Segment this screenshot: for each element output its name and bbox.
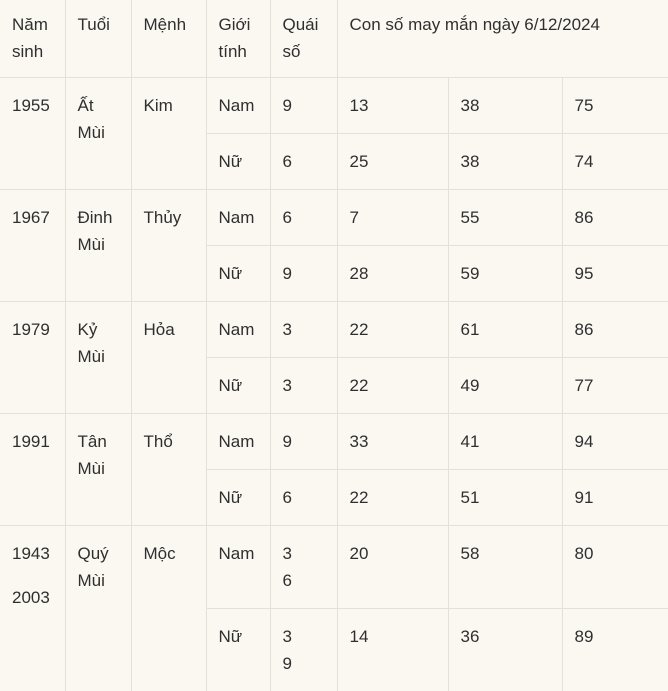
year-cell: 1967 xyxy=(0,190,65,302)
zodiac-cell: Tân Mùi xyxy=(65,414,131,526)
lucky-number-cell: 91 xyxy=(562,470,668,526)
gender-cell: Nữ xyxy=(206,609,270,691)
lucky-number-cell: 22 xyxy=(337,470,448,526)
gender-cell: Nữ xyxy=(206,134,270,190)
lucky-number-cell: 77 xyxy=(562,358,668,414)
gua-number-cell: 9 xyxy=(270,246,337,302)
element-cell: Kim xyxy=(131,78,206,190)
lucky-number-cell: 38 xyxy=(448,134,562,190)
element-cell: Thủy xyxy=(131,190,206,302)
lucky-number-cell: 22 xyxy=(337,302,448,358)
lucky-number-cell: 89 xyxy=(562,609,668,691)
lucky-number-cell: 25 xyxy=(337,134,448,190)
lucky-number-cell: 7 xyxy=(337,190,448,246)
lucky-number-cell: 28 xyxy=(337,246,448,302)
lucky-number-cell: 13 xyxy=(337,78,448,134)
lucky-number-cell: 38 xyxy=(448,78,562,134)
lucky-number-cell: 14 xyxy=(337,609,448,691)
col-header-gender: Giới tính xyxy=(206,0,270,78)
lucky-number-cell: 41 xyxy=(448,414,562,470)
element-cell: Mộc xyxy=(131,526,206,691)
zodiac-cell: Đinh Mùi xyxy=(65,190,131,302)
lucky-number-cell: 58 xyxy=(448,526,562,609)
element-cell: Hỏa xyxy=(131,302,206,414)
year-cell: 1979 xyxy=(0,302,65,414)
year-cell: 1991 xyxy=(0,414,65,526)
zodiac-cell: Quý Mùi xyxy=(65,526,131,691)
gender-cell: Nam xyxy=(206,302,270,358)
gender-cell: Nữ xyxy=(206,358,270,414)
lucky-number-cell: 80 xyxy=(562,526,668,609)
gua-number-cell: 3 xyxy=(270,302,337,358)
lucky-number-cell: 49 xyxy=(448,358,562,414)
col-header-lucky-numbers: Con số may mắn ngày 6/12/2024 xyxy=(337,0,668,78)
lucky-number-cell: 94 xyxy=(562,414,668,470)
lucky-number-cell: 75 xyxy=(562,78,668,134)
gua-number-cell: 3 xyxy=(270,358,337,414)
lucky-number-cell: 86 xyxy=(562,302,668,358)
col-header-element: Mệnh xyxy=(131,0,206,78)
lucky-number-cell: 33 xyxy=(337,414,448,470)
zodiac-cell: Ất Mùi xyxy=(65,78,131,190)
gua-number-cell: 9 xyxy=(270,78,337,134)
gender-cell: Nam xyxy=(206,190,270,246)
header-row: Năm sinh Tuổi Mệnh Giới tính Quái số Con… xyxy=(0,0,668,78)
table-header: Năm sinh Tuổi Mệnh Giới tính Quái số Con… xyxy=(0,0,668,78)
gender-cell: Nữ xyxy=(206,470,270,526)
col-header-zodiac: Tuổi xyxy=(65,0,131,78)
gua-number-cell: 9 xyxy=(270,414,337,470)
col-header-birth-year: Năm sinh xyxy=(0,0,65,78)
gua-number-cell: 6 xyxy=(270,134,337,190)
lucky-number-cell: 36 xyxy=(448,609,562,691)
col-header-gua-number: Quái số xyxy=(270,0,337,78)
lucky-number-cell: 86 xyxy=(562,190,668,246)
gua-number-cell: 6 xyxy=(270,470,337,526)
zodiac-cell: Kỷ Mùi xyxy=(65,302,131,414)
lucky-number-cell: 61 xyxy=(448,302,562,358)
gender-cell: Nữ xyxy=(206,246,270,302)
element-cell: Thổ xyxy=(131,414,206,526)
gender-cell: Nam xyxy=(206,414,270,470)
lucky-number-cell: 95 xyxy=(562,246,668,302)
year-cell: 1955 xyxy=(0,78,65,190)
lucky-number-cell: 59 xyxy=(448,246,562,302)
gua-number-cell: 6 xyxy=(270,190,337,246)
lucky-number-cell: 20 xyxy=(337,526,448,609)
lucky-number-cell: 55 xyxy=(448,190,562,246)
gender-cell: Nam xyxy=(206,526,270,609)
lucky-number-cell: 22 xyxy=(337,358,448,414)
gender-cell: Nam xyxy=(206,78,270,134)
lucky-number-cell: 51 xyxy=(448,470,562,526)
lucky-number-cell: 74 xyxy=(562,134,668,190)
